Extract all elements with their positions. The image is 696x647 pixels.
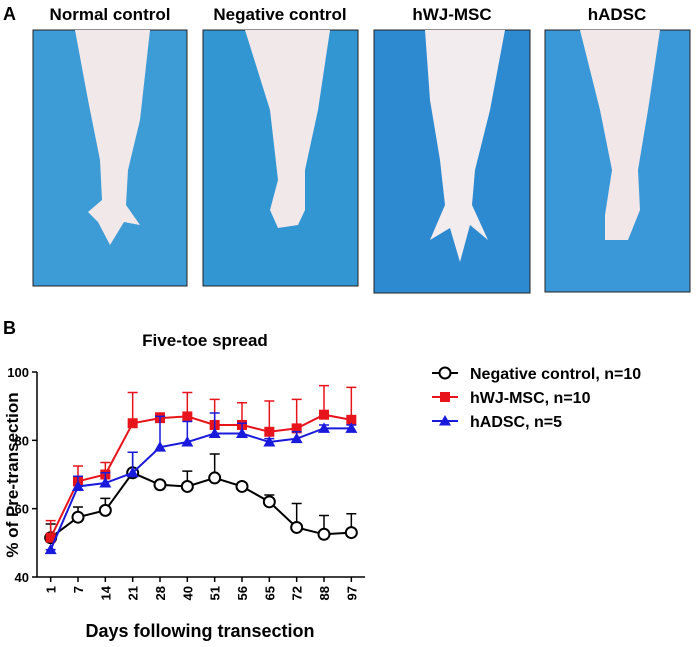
x-tick-label: 1 xyxy=(44,586,59,593)
x-tick-label: 28 xyxy=(153,586,168,600)
y-tick-label: 80 xyxy=(15,433,29,448)
x-axis-label: Days following transection xyxy=(85,621,314,641)
x-tick-label: 21 xyxy=(126,586,141,600)
x-tick-label: 40 xyxy=(180,586,195,600)
y-axis-label: % of Pre-transection xyxy=(3,392,22,557)
x-tick-label: 72 xyxy=(290,586,305,600)
data-point xyxy=(153,478,167,492)
data-point xyxy=(182,411,193,422)
y-tick-label: 40 xyxy=(15,570,29,585)
data-point xyxy=(235,479,249,493)
error-bar xyxy=(127,391,138,424)
legend-marker xyxy=(440,392,450,402)
photo-label: hWJ-MSC xyxy=(412,5,491,24)
x-tick-label: 7 xyxy=(71,586,86,593)
leg xyxy=(75,30,150,245)
series-line xyxy=(49,427,352,551)
series-line xyxy=(50,471,352,539)
panel-label: A xyxy=(3,4,16,24)
data-point xyxy=(126,466,139,478)
data-point xyxy=(72,480,84,491)
legend-label: hWJ-MSC, n=10 xyxy=(470,390,591,407)
data-point xyxy=(208,427,221,438)
data-point xyxy=(236,427,248,438)
data-point xyxy=(154,441,166,452)
panel-label: B xyxy=(3,318,16,338)
data-point xyxy=(319,409,329,420)
data-point xyxy=(318,422,330,433)
x-tick-label: 56 xyxy=(235,586,250,600)
data-point xyxy=(180,479,194,493)
x-tick-label: 65 xyxy=(262,586,277,600)
photo-label: Normal control xyxy=(50,5,171,24)
data-point xyxy=(98,503,112,517)
data-point xyxy=(127,418,138,429)
y-tick-label: 100 xyxy=(7,365,29,380)
legend-marker xyxy=(438,366,452,380)
x-tick-label: 97 xyxy=(344,586,359,600)
legend-label: hADSC, n=5 xyxy=(470,414,562,431)
data-point xyxy=(45,532,56,543)
photo-label: hADSC xyxy=(588,5,647,24)
data-point xyxy=(290,432,303,444)
data-point xyxy=(44,543,57,555)
data-point xyxy=(346,414,357,425)
legend-label: Negative control, n=10 xyxy=(470,366,641,383)
data-point xyxy=(208,471,222,485)
x-tick-label: 51 xyxy=(208,586,223,600)
leg xyxy=(580,30,660,240)
x-tick-label: 88 xyxy=(317,586,332,600)
data-point xyxy=(99,477,112,488)
data-point xyxy=(345,422,358,433)
y-tick-label: 60 xyxy=(15,502,29,517)
series-line xyxy=(49,413,352,539)
data-point xyxy=(181,436,194,447)
x-tick-label: 14 xyxy=(98,585,113,600)
data-point xyxy=(262,495,276,509)
data-point xyxy=(291,423,302,434)
chart-title: Five-toe spread xyxy=(142,331,268,350)
data-point xyxy=(344,526,358,540)
data-point xyxy=(290,520,304,534)
data-point xyxy=(71,510,85,524)
data-point xyxy=(264,426,275,437)
leg xyxy=(245,30,330,228)
legend-marker xyxy=(439,415,451,426)
error-bar xyxy=(346,386,357,420)
photo-label: Negative control xyxy=(213,5,346,24)
data-point xyxy=(317,527,331,541)
leg xyxy=(425,30,505,262)
data-point xyxy=(263,436,276,447)
error-bar xyxy=(264,400,275,432)
photos xyxy=(32,29,691,294)
